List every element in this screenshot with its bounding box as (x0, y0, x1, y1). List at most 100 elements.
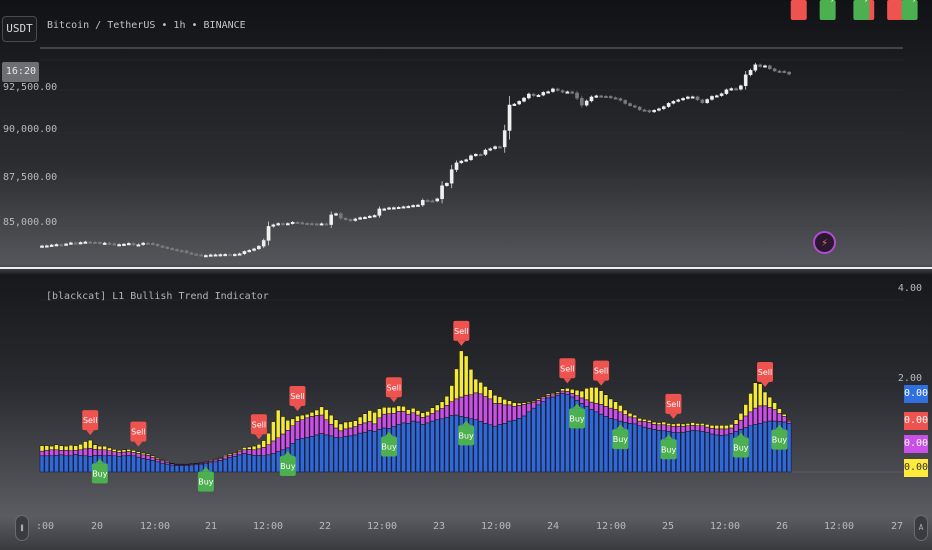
candle (483, 149, 488, 155)
indicator-value-badge: 0.00 (904, 385, 928, 403)
bar-magenta (651, 424, 657, 430)
pane-separator[interactable] (0, 267, 932, 269)
bar-magenta (300, 419, 305, 439)
bar-magenta (516, 405, 522, 419)
bar-magenta (719, 428, 724, 436)
candle (743, 74, 748, 86)
bar-yellow (507, 400, 512, 406)
bar-magenta (348, 427, 353, 437)
bar-magenta (275, 437, 281, 452)
chevron-left-icon[interactable]: ❚ (15, 515, 29, 541)
bar-magenta (497, 403, 503, 425)
bar-yellow (285, 419, 291, 431)
candle (628, 103, 632, 106)
svg-text:Buy: Buy (92, 469, 108, 478)
candle (339, 213, 343, 219)
sell-signal-label: Sell (559, 358, 576, 384)
candle (126, 243, 131, 246)
bar-blue (526, 411, 532, 473)
sell-signal-label: Sell (453, 320, 470, 346)
candle (546, 91, 550, 94)
candle (194, 253, 199, 256)
bar-magenta (242, 449, 247, 454)
candle (787, 71, 791, 75)
svg-text:Buy: Buy (613, 435, 629, 444)
bar-blue (507, 420, 512, 473)
candle (633, 105, 637, 108)
candle (107, 242, 112, 245)
bar-blue (39, 455, 45, 473)
sell-signal-label: Sell (757, 361, 773, 387)
bar-magenta (439, 408, 445, 420)
bar-magenta (136, 453, 141, 458)
time-axis-label: 12:00 (139, 521, 171, 532)
bar-magenta (112, 451, 117, 457)
bar-yellow (695, 423, 700, 426)
candle (208, 254, 213, 257)
candle (502, 130, 507, 148)
bar-yellow (757, 383, 763, 407)
svg-text:Sell: Sell (888, 0, 902, 2)
bar-magenta (377, 417, 382, 430)
time-axis-label: 23 (432, 521, 446, 532)
bar-blue (589, 409, 594, 473)
bar-yellow (637, 418, 642, 422)
bar-yellow (680, 423, 686, 427)
bar-yellow (372, 412, 377, 425)
candle (763, 65, 767, 68)
candle (493, 146, 497, 149)
candle (175, 249, 179, 252)
sell-signal-label: Sell (289, 386, 306, 412)
bar-magenta (126, 451, 132, 456)
bar-magenta (589, 401, 594, 410)
auto-scale-icon[interactable]: A (914, 515, 928, 541)
bar-magenta (165, 462, 170, 465)
bar-blue (762, 421, 768, 473)
candle (401, 206, 406, 209)
bar-blue (169, 464, 175, 473)
bar-yellow (656, 422, 662, 426)
bar-blue (218, 460, 223, 473)
bar-magenta (685, 425, 691, 432)
candle (392, 207, 396, 210)
lightning-icon[interactable]: ⚡ (813, 231, 836, 254)
bar-yellow (762, 391, 768, 407)
bar-yellow (59, 445, 64, 451)
bar-blue (213, 461, 218, 473)
bar-blue (425, 422, 430, 473)
bar-yellow (473, 378, 479, 394)
bar-yellow (483, 386, 488, 397)
bar-magenta (618, 411, 623, 422)
sell-signal-label: Sell (887, 0, 904, 20)
bar-yellow (107, 447, 112, 451)
bar-magenta (314, 415, 319, 436)
candle (184, 250, 189, 254)
candle (189, 252, 194, 255)
candle (324, 223, 329, 226)
bar-yellow (401, 406, 406, 412)
sell-signal-label: Sell (790, 0, 807, 20)
bar-yellow (700, 423, 705, 426)
bar-yellow (328, 414, 334, 425)
svg-text:Buy: Buy (198, 478, 214, 487)
candle (671, 101, 676, 104)
symbol-badge[interactable]: USDT (2, 16, 37, 42)
bar-yellow (618, 405, 623, 413)
candle (657, 108, 661, 111)
bar-magenta (608, 407, 614, 419)
svg-text:Sell: Sell (792, 0, 806, 2)
bar-magenta (782, 416, 787, 423)
candle (474, 154, 478, 157)
bar-yellow (275, 409, 281, 439)
bar-magenta (73, 450, 78, 455)
bar-magenta (155, 459, 160, 463)
bar-magenta (603, 406, 609, 417)
candle (281, 223, 285, 226)
bar-blue (63, 455, 69, 473)
bar-magenta (237, 451, 242, 456)
candle (237, 253, 242, 256)
bar-yellow (608, 398, 614, 409)
bar-blue (565, 394, 570, 473)
bar-yellow (777, 408, 782, 414)
